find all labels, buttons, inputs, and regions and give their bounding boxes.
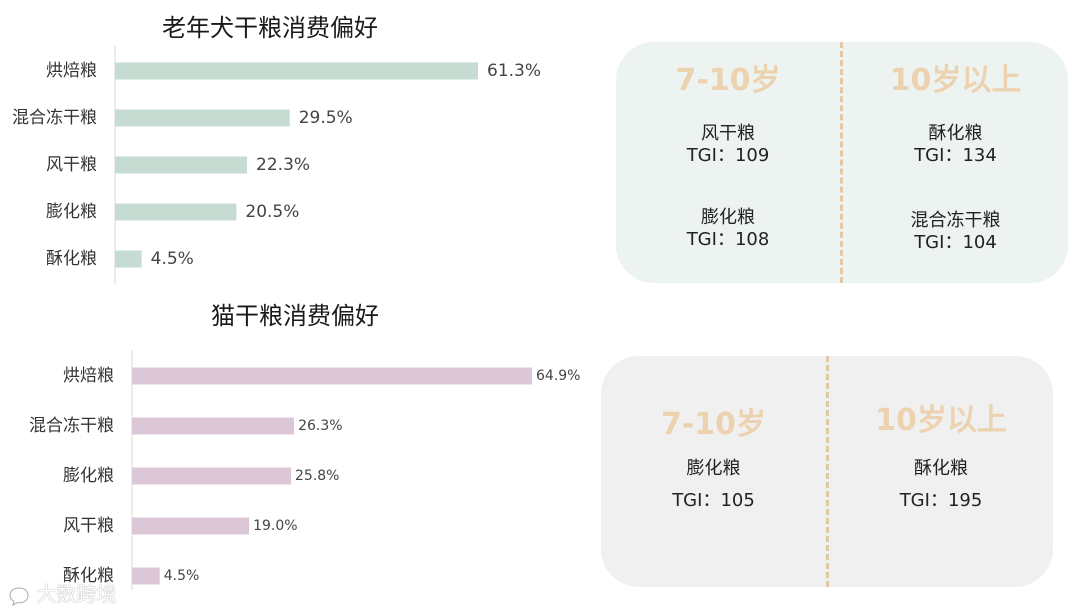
dog-card-left-column: 7-10岁 风干粮 TGI：109 膨化粮 TGI：108 [616, 66, 840, 251]
dog-tgi-card: 7-10岁 风干粮 TGI：109 膨化粮 TGI：108 10岁以上 酥化粮 … [616, 42, 1068, 283]
tgi-value: TGI：109 [686, 145, 770, 166]
category-label: 酥化粮 [63, 566, 114, 586]
category-label: 烘焙粮 [63, 366, 114, 386]
tgi-value: TGI：105 [672, 490, 755, 511]
age-group-heading: 7-10岁 [675, 63, 781, 98]
age-group-heading: 10岁以上 [889, 63, 1022, 98]
chat-bubble-logo-icon [9, 586, 29, 606]
cat-card-right-column: 10岁以上 酥化粮 TGI：195 [829, 406, 1053, 512]
value-label: 25.8% [295, 468, 339, 484]
dog-chart-title: 老年犬干粮消费偏好 [162, 14, 378, 42]
tgi-item: 膨化粮 TGI：108 [616, 207, 840, 251]
value-label: 61.3% [487, 61, 541, 81]
tgi-value: TGI：134 [914, 145, 997, 166]
bar [115, 156, 248, 174]
bar [132, 367, 532, 385]
value-label: 64.9% [536, 368, 580, 384]
tgi-item: 风干粮 TGI：109 [616, 123, 840, 167]
tgi-item: 酥化粮 TGI：134 [843, 123, 1068, 167]
bar [115, 62, 478, 80]
food-type-label: 酥化粮 [928, 123, 983, 144]
value-label: 29.5% [299, 108, 353, 128]
cat-food-preference-chart: 烘焙粮 64.9% 混合冻干粮 26.3% 膨化粮 25.8% 风干粮 19.0% 酥化粮 4.5… [29, 350, 580, 590]
bar [115, 250, 142, 268]
cat-card-left-column: 7-10岁 膨化粮 TGI：105 [601, 410, 826, 512]
bar [115, 203, 237, 221]
category-label: 风干粮 [46, 155, 97, 175]
dog-card-right-column: 10岁以上 酥化粮 TGI：134 混合冻干粮 TGI：104 [843, 66, 1068, 254]
tgi-item: 膨化粮 TGI：105 [601, 458, 826, 512]
category-label: 膨化粮 [63, 466, 114, 486]
value-label: 4.5% [164, 568, 200, 584]
value-label: 19.0% [253, 518, 297, 534]
watermark-text: 大数跨境 [36, 582, 117, 606]
cat-chart-title: 猫干粮消费偏好 [211, 302, 379, 330]
bar [132, 417, 295, 435]
food-type-label: 膨化粮 [686, 458, 741, 479]
category-label: 风干粮 [63, 516, 114, 536]
card-divider [826, 356, 829, 587]
category-label: 烘焙粮 [46, 61, 97, 81]
watermark: 大数跨境 [8, 578, 116, 607]
value-label: 26.3% [298, 418, 342, 434]
food-type-label: 混合冻干粮 [910, 210, 1001, 231]
age-group-heading: 10岁以上 [875, 403, 1007, 438]
category-label: 酥化粮 [46, 249, 97, 269]
food-type-label: 风干粮 [701, 123, 755, 144]
tgi-value: TGI：104 [914, 232, 997, 253]
tgi-value: TGI：195 [899, 490, 983, 511]
age-group-heading: 7-10岁 [660, 407, 767, 442]
dog-food-preference-chart: 烘焙粮 61.3% 混合冻干粮 29.5% 风干粮 22.3% 膨化粮 20.5% 酥化粮 4.5… [12, 46, 541, 284]
card-divider [840, 42, 843, 283]
value-label: 20.5% [245, 202, 299, 222]
cat-tgi-card: 7-10岁 膨化粮 TGI：105 10岁以上 酥化粮 TGI：195 [601, 356, 1053, 587]
bar [115, 109, 290, 127]
bar [132, 467, 292, 485]
bar [132, 567, 160, 585]
value-label: 4.5% [151, 249, 194, 269]
bar [132, 517, 250, 535]
tgi-value: TGI：108 [686, 229, 770, 250]
category-label: 膨化粮 [46, 202, 97, 222]
food-type-label: 膨化粮 [701, 207, 755, 228]
value-label: 22.3% [256, 155, 310, 175]
category-label: 混合冻干粮 [12, 108, 97, 128]
food-type-label: 酥化粮 [914, 458, 968, 479]
category-label: 混合冻干粮 [29, 416, 114, 436]
tgi-item: 酥化粮 TGI：195 [829, 458, 1053, 512]
tgi-item: 混合冻干粮 TGI：104 [843, 210, 1068, 254]
